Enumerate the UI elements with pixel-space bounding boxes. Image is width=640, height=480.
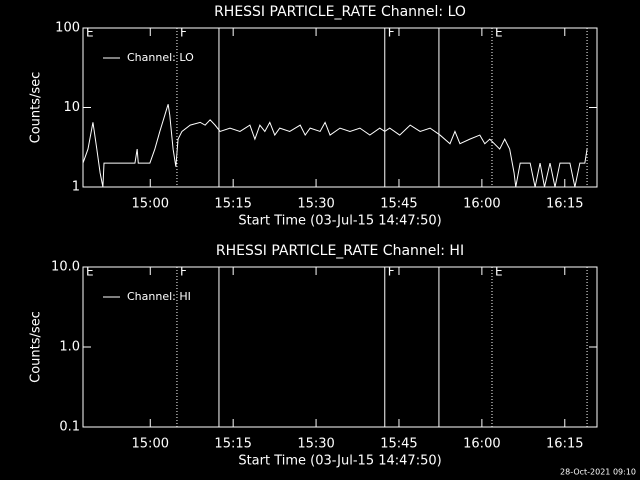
flag-label: E [86, 26, 94, 40]
x-tick-label: 15:45 [380, 197, 417, 212]
x-tick-label: 15:30 [297, 437, 334, 452]
y-tick-label: 10.0 [51, 260, 80, 275]
flag-label: F [388, 265, 395, 279]
y-tick-label: 0.1 [59, 420, 80, 435]
x-tick-label: 15:00 [132, 197, 169, 212]
x-tick-label: 15:00 [132, 437, 169, 452]
chart-title: RHESSI PARTICLE_RATE Channel: HI [216, 243, 464, 259]
y-tick-label: 10 [63, 100, 80, 115]
x-tick-label: 16:15 [546, 197, 583, 212]
legend-label: Channel: LO [127, 51, 194, 64]
y-axis-label: Counts/sec [29, 72, 44, 144]
x-tick-label: 15:45 [380, 437, 417, 452]
flag-label: F [180, 265, 187, 279]
x-tick-label: 15:15 [214, 197, 251, 212]
flag-label: E [86, 265, 94, 279]
x-tick-label: 16:15 [546, 437, 583, 452]
flag-label: E [495, 265, 503, 279]
y-axis-label: Counts/sec [29, 311, 44, 383]
y-tick-label: 1 [72, 180, 80, 195]
flag-label: F [180, 26, 187, 40]
y-tick-label: 100 [55, 21, 80, 36]
flag-label: F [388, 26, 395, 40]
flag-label: E [495, 26, 503, 40]
footer-date: 28-Oct-2021 09:10 [560, 468, 636, 477]
chart-title: RHESSI PARTICLE_RATE Channel: LO [214, 4, 466, 20]
legend-label: Channel: HI [127, 290, 191, 303]
x-tick-label: 16:00 [463, 197, 500, 212]
y-tick-label: 1.0 [59, 340, 80, 355]
x-tick-label: 15:15 [214, 437, 251, 452]
data-line [82, 104, 588, 188]
x-tick-label: 16:00 [463, 437, 500, 452]
x-axis-label: Start Time (03-Jul-15 14:47:50) [238, 214, 441, 229]
x-tick-label: 15:30 [297, 197, 334, 212]
x-axis-label: Start Time (03-Jul-15 14:47:50) [238, 454, 441, 469]
